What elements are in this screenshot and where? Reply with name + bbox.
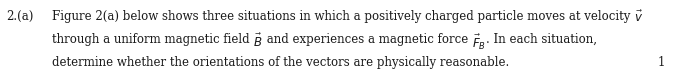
Text: $\vec{v}$: $\vec{v}$ xyxy=(634,10,643,25)
Text: through a uniform magnetic field: through a uniform magnetic field xyxy=(52,33,253,46)
Text: 1: 1 xyxy=(658,56,665,69)
Text: determine whether the orientations of the vectors are physically reasonable.: determine whether the orientations of th… xyxy=(52,56,509,69)
Text: $\vec{B}$: $\vec{B}$ xyxy=(253,33,262,50)
Text: $\vec{F}_B$: $\vec{F}_B$ xyxy=(472,33,486,52)
Text: . In each situation,: . In each situation, xyxy=(486,33,597,46)
Text: Figure 2(a) below shows three situations in which a positively charged particle : Figure 2(a) below shows three situations… xyxy=(52,10,634,23)
Text: and experiences a magnetic force: and experiences a magnetic force xyxy=(262,33,472,46)
Text: 2.(a): 2.(a) xyxy=(6,10,34,23)
